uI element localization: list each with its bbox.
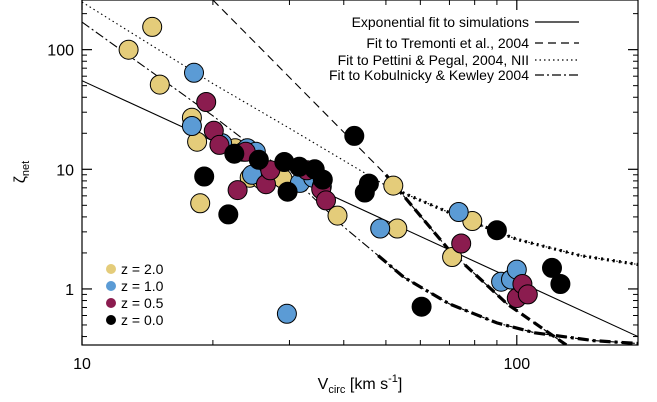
- legend-fit-tremonti: Fit to Tremonti et al., 2004: [366, 35, 579, 51]
- data-point-z0: [550, 274, 571, 294]
- legend-fit-label: Fit to Tremonti et al., 2004: [366, 35, 529, 51]
- fit-lines: [82, 0, 638, 345]
- legend-fit-pettini: Fit to Pettini & Pegal, 2004, NII: [338, 52, 579, 68]
- data-point-z0: [358, 173, 379, 194]
- legend-series-z05: z = 0.5: [106, 295, 164, 311]
- y-axis-label-main: ζ: [12, 176, 29, 183]
- data-point-z1: [184, 62, 204, 83]
- data-point-z0: [194, 166, 215, 187]
- fit-line-dashdot-extrapolated: [377, 254, 638, 345]
- legend-series-z0: z = 0.0: [106, 312, 164, 328]
- data-point-z1: [448, 202, 469, 222]
- data-point-z05: [209, 134, 230, 155]
- data-point-z2: [383, 175, 404, 196]
- data-point-z05: [316, 190, 336, 211]
- legend-marker: [106, 264, 116, 274]
- series-legend: z = 2.0 z = 1.0 z = 0.5 z = 0.0: [106, 261, 164, 328]
- x-axis-label-unit-sup: -1: [388, 373, 398, 385]
- data-point-z2: [327, 205, 348, 226]
- data-point-z0: [218, 204, 239, 225]
- legend-fit-kobulnicky: Fit to Kobulnicky & Kewley 2004: [329, 67, 579, 83]
- legend-marker: [106, 298, 116, 308]
- legend-fit-label: Exponential fit to simulations: [352, 14, 529, 30]
- x-axis-label-unit-end: ]: [398, 376, 402, 393]
- y-tick-label: 10: [56, 162, 74, 179]
- data-point-z0: [344, 125, 365, 146]
- x-axis-label-main: V: [318, 376, 329, 393]
- axis-ticks: 10 100 1 10 100: [47, 0, 638, 373]
- y-tick-label: 1: [65, 282, 74, 299]
- legend-fit-label: Fit to Kobulnicky & Kewley 2004: [329, 67, 529, 83]
- data-point-z0: [224, 143, 245, 164]
- svg-text:ζnet: ζnet: [12, 161, 32, 183]
- data-point-z05: [196, 92, 217, 112]
- fit-line-dotted: [82, 1, 638, 266]
- data-point-z2: [190, 193, 211, 214]
- y-tick-label: 100: [47, 43, 74, 60]
- data-point-z0: [277, 181, 298, 202]
- y-axis-label: ζnet: [12, 161, 32, 183]
- data-point-z1: [370, 218, 391, 239]
- data-points: [118, 16, 571, 324]
- data-point-z2: [387, 218, 408, 239]
- data-point-z2: [142, 16, 163, 37]
- x-axis-label-sub: circ: [328, 384, 346, 396]
- fits-legend: Exponential fit to simulations Fit to Tr…: [329, 14, 579, 83]
- plot-frame: [81, 0, 639, 346]
- legend-marker: [106, 281, 116, 291]
- data-point-z2: [118, 39, 139, 60]
- fit-line-dotted-extrapolated: [385, 184, 638, 267]
- data-point-z2: [149, 74, 170, 95]
- data-point-z0: [542, 257, 562, 278]
- x-tick-label: 10: [73, 356, 91, 373]
- y-axis-label-sub: net: [20, 161, 32, 176]
- legend-series-label: z = 0.5: [121, 295, 164, 311]
- legend-marker: [106, 315, 116, 325]
- data-point-z05: [517, 284, 538, 305]
- data-point-z0: [411, 296, 432, 317]
- legend-series-label: z = 2.0: [121, 261, 164, 277]
- data-point-z0: [312, 169, 333, 190]
- legend-fit-exponential: Exponential fit to simulations: [352, 14, 579, 30]
- data-point-z0: [486, 220, 507, 241]
- x-tick-label: 100: [503, 356, 530, 373]
- legend-series-z1: z = 1.0: [106, 278, 164, 294]
- legend-series-label: z = 1.0: [121, 278, 164, 294]
- x-axis-label: Vcirc [km s-1]: [318, 373, 403, 396]
- fit-line-solid: [82, 80, 638, 338]
- fit-line-dashed-extrapolated: [384, 173, 568, 345]
- data-point-z05: [227, 180, 248, 201]
- data-point-z1: [181, 116, 202, 136]
- data-point-z1: [276, 303, 297, 324]
- data-point-z0: [248, 149, 269, 170]
- legend-series-z2: z = 2.0: [106, 261, 164, 277]
- legend-fit-label: Fit to Pettini & Pegal, 2004, NII: [338, 52, 529, 68]
- legend-series-label: z = 0.0: [121, 312, 164, 328]
- data-point-z05: [451, 233, 472, 254]
- x-axis-label-unit: [km s: [345, 376, 388, 393]
